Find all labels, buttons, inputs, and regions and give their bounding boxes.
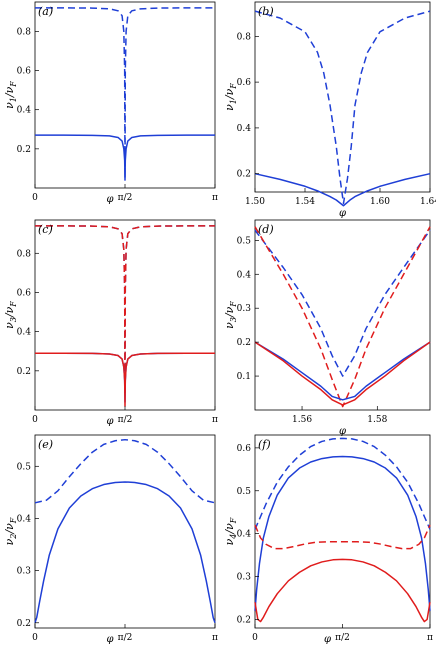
- y-tick-label: 0.4: [237, 124, 252, 134]
- panel-label: (b): [258, 5, 274, 18]
- x-axis-label: φ: [339, 208, 346, 219]
- series-line-0: [254, 437, 431, 530]
- x-axis-label: φ: [339, 426, 346, 437]
- y-tick-label: 0.8: [17, 249, 32, 259]
- y-tick-label: 0.4: [17, 514, 32, 524]
- series-line-3: [35, 352, 215, 407]
- x-axis-label: φ: [106, 634, 113, 645]
- y-tick-label: 0.2: [17, 145, 31, 155]
- y-tick-label: 0.6: [237, 444, 252, 454]
- x-tick-label: 0: [32, 193, 38, 203]
- y-axis-label: ν1/νF: [223, 83, 238, 111]
- series-line-2: [254, 341, 431, 401]
- y-tick-label: 0.6: [17, 288, 32, 298]
- panel-d: 0.1 0.2 0.3 0.4 0.5 1.56 1.58 (d) φ ν3/νF: [223, 219, 431, 437]
- series-line-1: [35, 7, 215, 179]
- x-tick-label: 1.60: [370, 197, 390, 207]
- x-tick-label: π: [427, 633, 433, 643]
- x-axis-label: φ: [106, 416, 113, 427]
- panel-label: (f): [258, 438, 271, 451]
- plot-frame: [254, 219, 431, 411]
- y-tick-label: 0.8: [17, 27, 32, 37]
- series-line-0: [34, 438, 216, 504]
- y-tick-label: 0.4: [237, 270, 252, 280]
- panel-b: 0.2 0.4 0.6 0.8 1.50 1.54 1.60 1.64 (b) φ ν1/νF: [223, 1, 436, 219]
- series-line-3: [254, 558, 431, 623]
- y-tick-label: 0.4: [17, 328, 32, 338]
- panel-a: 0.2 0.4 0.6 0.8 0 π/2 π (a) φ ν1/νF: [3, 1, 218, 205]
- panel-label: (c): [38, 223, 53, 236]
- x-tick-label: π: [212, 193, 218, 203]
- panel-label: (d): [258, 223, 274, 236]
- y-tick-label: 0.5: [237, 236, 252, 246]
- series-line-3: [254, 341, 431, 406]
- x-axis-label: φ: [106, 194, 113, 205]
- y-tick-label: 0.2: [17, 619, 31, 629]
- x-tick-label: 1.50: [245, 197, 265, 207]
- x-axis-label: φ: [324, 634, 331, 645]
- x-tick-label: π: [212, 415, 218, 425]
- x-tick-label: π/2: [118, 415, 133, 425]
- y-axis-label: ν3/νF: [223, 301, 238, 329]
- y-tick-label: 0.2: [237, 338, 251, 348]
- y-tick-label: 0.3: [17, 567, 32, 577]
- x-tick-label: π/2: [335, 633, 350, 643]
- x-tick-label: 0: [32, 633, 38, 643]
- panel-label: (a): [38, 5, 53, 18]
- x-tick-label: 0: [252, 633, 258, 643]
- y-tick-label: 0.5: [237, 487, 252, 497]
- plot-frame: [254, 1, 431, 193]
- y-axis-label: ν1/νF: [3, 81, 18, 109]
- series-line-0: [254, 229, 431, 377]
- x-tick-label: π/2: [118, 633, 133, 643]
- x-tick-label: π: [212, 633, 218, 643]
- x-tick-label: 1.54: [295, 197, 315, 207]
- y-tick-label: 0.2: [237, 615, 251, 625]
- y-tick-label: 0.6: [237, 78, 252, 88]
- x-tick-label: 0: [32, 415, 38, 425]
- series-line-1: [34, 481, 216, 624]
- y-tick-label: 0.1: [237, 372, 251, 382]
- series-line-1: [35, 225, 215, 396]
- y-tick-label: 0.8: [237, 32, 252, 42]
- series-line-0: [35, 134, 215, 181]
- y-tick-label: 0.4: [17, 106, 32, 116]
- series-line-1: [254, 226, 431, 408]
- y-tick-label: 0.6: [17, 67, 32, 77]
- x-tick-label: 1.58: [367, 415, 387, 425]
- y-axis-label: ν2/νF: [3, 517, 18, 545]
- series-line-0: [254, 172, 431, 207]
- panel-label: (e): [38, 438, 53, 451]
- y-tick-label: 0.2: [237, 170, 251, 180]
- plot-frame: [254, 434, 431, 629]
- x-tick-label: 1.64: [420, 197, 436, 207]
- x-tick-label: π/2: [118, 193, 133, 203]
- panel-e: 0.2 0.3 0.4 0.5 0 π/2 π (e) φ ν2/νF: [3, 434, 218, 645]
- series-line-1: [254, 10, 431, 205]
- y-tick-label: 0.5: [17, 462, 32, 472]
- y-tick-label: 0.3: [237, 304, 252, 314]
- plot-frame: [34, 434, 216, 629]
- y-tick-label: 0.4: [237, 530, 252, 540]
- y-axis-label: ν3/νF: [3, 301, 18, 329]
- y-tick-label: 0.2: [17, 367, 31, 377]
- x-tick-label: 1.56: [292, 415, 312, 425]
- series-line-1: [254, 455, 431, 611]
- series-line-2: [254, 524, 431, 550]
- panel-c: 0.2 0.4 0.6 0.8 0 π/2 π (c) φ ν3/νF: [3, 219, 218, 427]
- y-axis-label: ν4/νF: [223, 517, 238, 545]
- panel-f: 0.2 0.3 0.4 0.5 0.6 0 π/2 π (f) φ ν4/νF: [223, 434, 433, 645]
- y-tick-label: 0.3: [237, 573, 252, 583]
